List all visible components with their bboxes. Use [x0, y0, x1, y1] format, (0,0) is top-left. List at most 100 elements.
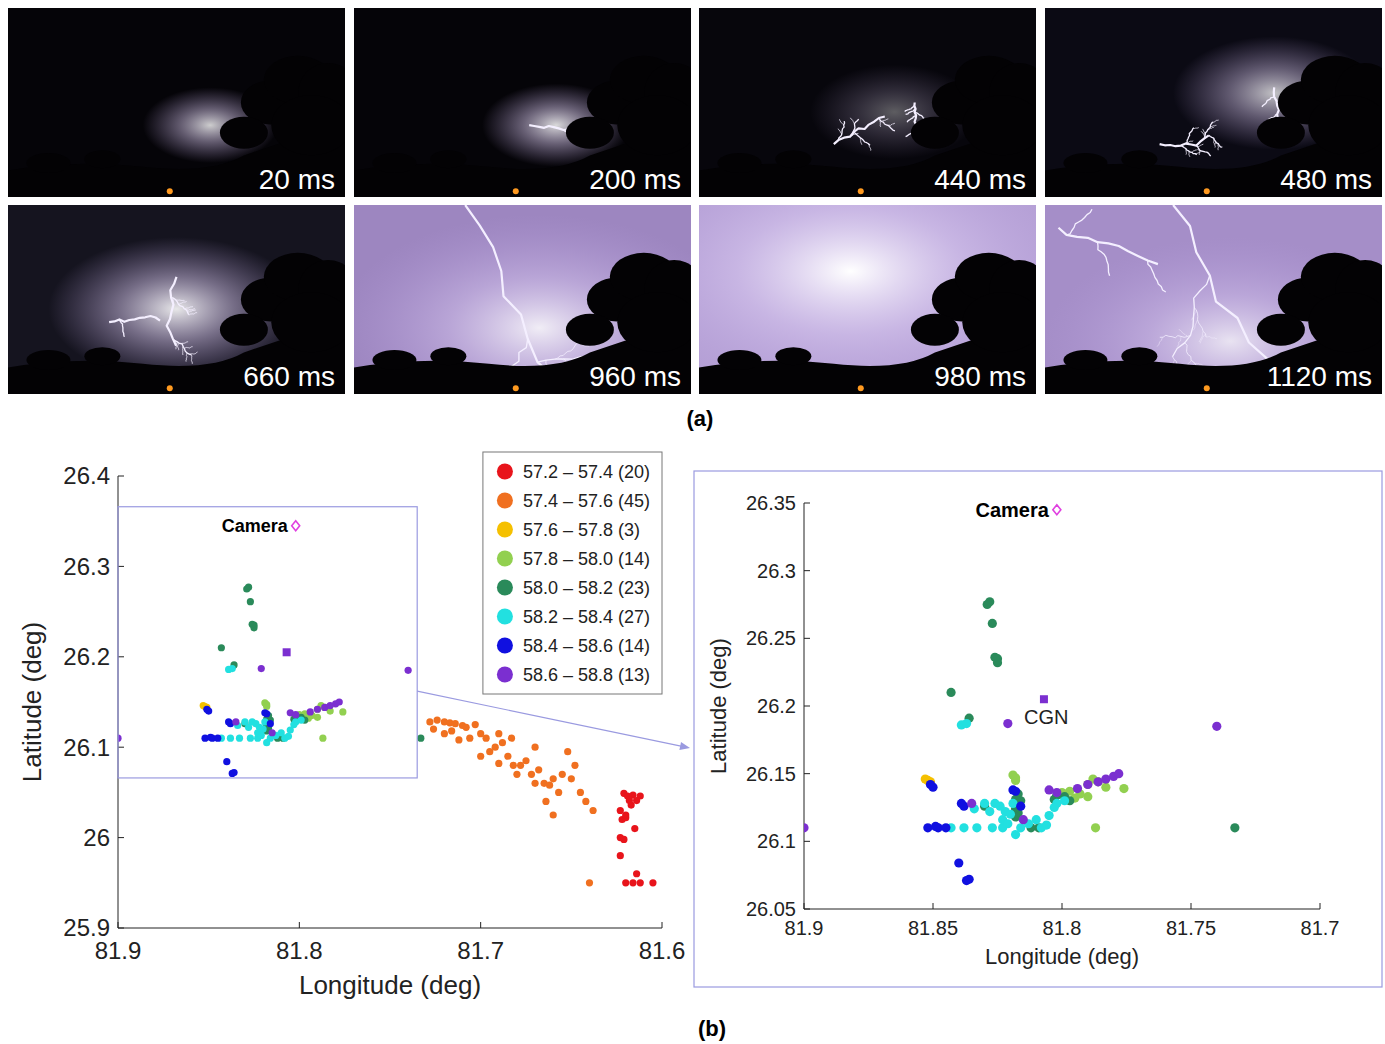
- panel-label: (b): [698, 1016, 726, 1041]
- palm-silhouette: [1257, 314, 1305, 346]
- y-axis-title: Latitude (deg): [706, 638, 731, 774]
- frame-time-label: 960 ms: [589, 361, 681, 392]
- panel-label: (a): [687, 406, 714, 431]
- lightning-channel: [838, 129, 842, 135]
- point: [546, 782, 553, 789]
- palm-silhouette: [911, 314, 959, 346]
- lightning-channel: [1196, 146, 1210, 157]
- point: [1091, 823, 1100, 832]
- point: [258, 732, 265, 739]
- point: [455, 736, 462, 743]
- point: [988, 619, 997, 628]
- photo-content: [354, 8, 691, 197]
- photo-content: [699, 8, 1036, 197]
- lightning-channel: [1209, 135, 1223, 147]
- point: [1011, 830, 1020, 839]
- series: [617, 790, 657, 887]
- point: [946, 688, 955, 697]
- lightning-channel: [191, 355, 193, 364]
- lightning-channel: [888, 123, 895, 125]
- x-tick: [1320, 903, 1321, 909]
- point: [535, 766, 542, 773]
- point: [236, 735, 243, 742]
- camera-marker: [292, 521, 300, 531]
- point: [207, 734, 214, 741]
- series: [218, 665, 305, 746]
- palm-silhouette: [911, 117, 959, 149]
- point: [980, 799, 989, 808]
- point: [983, 600, 992, 609]
- lightning-channel: [834, 117, 885, 145]
- series: [118, 665, 412, 742]
- legend-swatch: [497, 609, 513, 625]
- point: [314, 706, 321, 713]
- series: [946, 597, 1239, 832]
- zoom-arrow: [417, 691, 682, 746]
- x-tick: [299, 922, 300, 928]
- series: [201, 706, 273, 777]
- frame-time-label: 20 ms: [259, 164, 335, 195]
- y-tick-label: 25.9: [63, 914, 110, 941]
- plot-area: [804, 505, 1239, 885]
- photo-frame: 960 ms: [354, 205, 704, 465]
- point: [1050, 803, 1059, 812]
- point: [622, 811, 629, 818]
- point: [967, 799, 976, 808]
- point: [959, 823, 968, 832]
- x-axis-title: Longitude (deg): [985, 944, 1139, 969]
- point: [941, 823, 950, 832]
- legend-label: 58.0 – 58.2 (23): [523, 578, 650, 598]
- point: [555, 789, 562, 796]
- lightning-channel: [1059, 228, 1158, 264]
- point: [577, 789, 584, 796]
- cgn-marker: [283, 648, 291, 656]
- photo-frame: 440 ms: [699, 8, 1049, 197]
- frame-time-label: 200 ms: [589, 164, 681, 195]
- lightning-channel: [1213, 120, 1219, 122]
- lightning-channel: [1067, 209, 1093, 235]
- palm-silhouette: [1308, 292, 1382, 352]
- point: [504, 753, 511, 760]
- point: [263, 739, 270, 746]
- point: [1083, 780, 1092, 789]
- x-tick-label: 81.9: [785, 917, 824, 939]
- palm-silhouette: [220, 117, 268, 149]
- point: [1083, 780, 1092, 789]
- point: [223, 758, 230, 765]
- palm-silhouette: [962, 95, 1036, 155]
- photo-content: [8, 205, 345, 394]
- point: [263, 710, 270, 717]
- legend-label: 58.2 – 58.4 (27): [523, 607, 650, 627]
- camera-label: Camera: [975, 499, 1049, 521]
- palm-silhouette: [271, 292, 345, 352]
- cgn-marker: [1040, 695, 1048, 703]
- point: [1011, 787, 1020, 796]
- x-tick-label: 81.8: [1043, 917, 1082, 939]
- camera-marker: [1053, 505, 1061, 515]
- x-tick-label: 81.75: [1166, 917, 1216, 939]
- point: [995, 802, 1004, 811]
- photo-frame: 660 ms: [8, 205, 358, 394]
- point: [617, 852, 624, 859]
- point: [1119, 784, 1128, 793]
- y-tick-label: 26.3: [63, 553, 110, 580]
- camera-label: Camera: [222, 516, 289, 536]
- point: [267, 720, 274, 727]
- point: [626, 797, 633, 804]
- point: [985, 807, 994, 816]
- photo-frame: 980 ms: [699, 205, 1049, 394]
- palm-silhouette: [775, 150, 811, 168]
- lightning-channel: [1160, 135, 1209, 146]
- palm-silhouette: [775, 347, 811, 365]
- legend-swatch: [497, 580, 513, 596]
- series: [1008, 770, 1128, 832]
- lightning-channel: [1200, 334, 1205, 344]
- point: [292, 711, 299, 718]
- point: [804, 823, 809, 832]
- series: [923, 780, 1025, 885]
- point: [466, 735, 473, 742]
- point: [307, 708, 314, 715]
- point: [259, 726, 266, 733]
- point: [463, 724, 470, 731]
- y-tick: [118, 566, 124, 567]
